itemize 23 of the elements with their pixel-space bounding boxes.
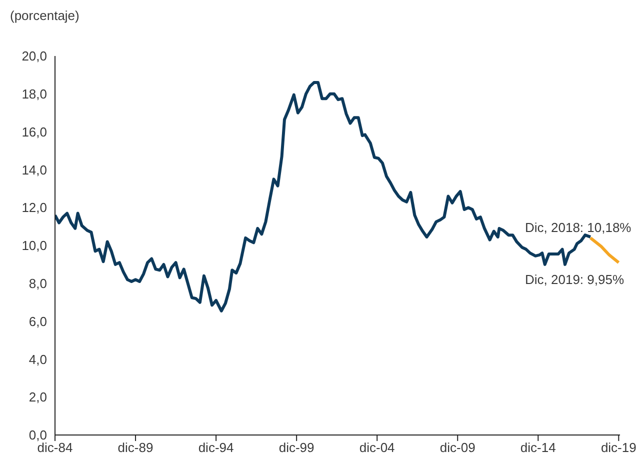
y-tick-label: 2,0 [28, 390, 47, 405]
annotation: Dic, 2019: 9,95% [525, 272, 624, 287]
annotation: Dic, 2018: 10,18% [525, 220, 632, 235]
y-tick-label: 18,0 [22, 86, 47, 102]
y-tick-label: 4,0 [28, 352, 47, 367]
y-tick-label: 0,0 [28, 428, 47, 443]
y-tick-label: 10,0 [22, 238, 47, 254]
x-tick-label: dic-14 [520, 440, 556, 456]
y-tick-label: 8,0 [28, 276, 47, 292]
y-axis-title: (porcentaje) [10, 8, 80, 23]
x-tick-label: dic-89 [118, 440, 154, 456]
x-tick-label: dic-04 [359, 440, 395, 456]
y-tick-label: 14,0 [22, 162, 47, 178]
y-tick-label: 12,0 [22, 200, 47, 216]
y-tick-label: 16,0 [22, 124, 47, 140]
x-tick-label: dic-19 [600, 440, 636, 456]
x-tick-label: dic-94 [198, 440, 234, 456]
line-series [588, 236, 620, 264]
x-tick-label: dic-09 [440, 440, 476, 456]
x-tick-label: dic-84 [37, 440, 73, 456]
y-tick-label: 20,0 [22, 48, 47, 64]
x-tick-label: dic-99 [278, 440, 314, 456]
y-tick-label: 6,0 [28, 314, 47, 329]
